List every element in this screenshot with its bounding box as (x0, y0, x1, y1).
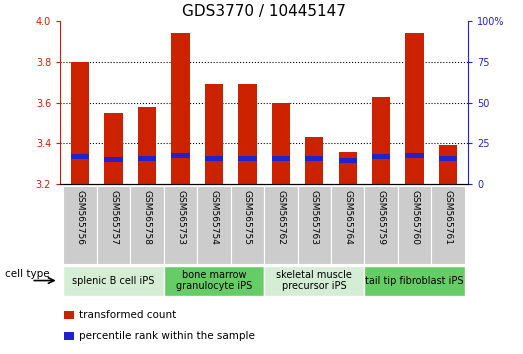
Bar (172, 34, 190, 184)
Bar (431, 186, 465, 264)
Bar (398, 186, 431, 264)
Bar (405, 153, 424, 158)
Bar (331, 186, 365, 264)
Bar (338, 158, 357, 163)
Bar (130, 186, 164, 264)
Text: splenic B cell iPS: splenic B cell iPS (73, 275, 155, 286)
Text: GSM565761: GSM565761 (444, 190, 452, 245)
Bar (271, 156, 290, 161)
Bar (138, 156, 156, 161)
Text: GSM565762: GSM565762 (276, 190, 286, 245)
Bar (271, 103, 290, 184)
Bar (365, 266, 465, 296)
Text: GSM565758: GSM565758 (143, 190, 152, 245)
Bar (64, 332, 74, 340)
Bar (264, 186, 298, 264)
Bar (439, 156, 457, 161)
Text: GSM565754: GSM565754 (209, 190, 219, 245)
Text: GSM565764: GSM565764 (343, 190, 352, 245)
Bar (205, 84, 223, 184)
Text: transformed count: transformed count (78, 310, 176, 320)
Bar (138, 107, 156, 184)
Bar (71, 62, 89, 184)
Text: GSM565755: GSM565755 (243, 190, 252, 245)
Text: tail tip fibroblast iPS: tail tip fibroblast iPS (366, 275, 464, 286)
Bar (197, 186, 231, 264)
Bar (63, 266, 164, 296)
Bar (372, 97, 390, 184)
Bar (97, 186, 130, 264)
Bar (231, 186, 264, 264)
Bar (238, 84, 257, 184)
Text: cell type: cell type (5, 269, 50, 279)
Bar (71, 154, 89, 159)
Text: GSM565763: GSM565763 (310, 190, 319, 245)
Bar (298, 186, 331, 264)
Bar (105, 157, 123, 162)
Bar (405, 34, 424, 184)
Bar (164, 186, 197, 264)
Text: GSM565759: GSM565759 (377, 190, 385, 245)
Text: percentile rank within the sample: percentile rank within the sample (78, 331, 254, 341)
Text: bone marrow
granulocyte iPS: bone marrow granulocyte iPS (176, 270, 252, 291)
Bar (264, 266, 365, 296)
Bar (338, 152, 357, 184)
Bar (172, 153, 190, 158)
Bar (439, 145, 457, 184)
Bar (365, 186, 398, 264)
Bar (238, 156, 257, 161)
Bar (305, 156, 323, 161)
Text: skeletal muscle
precursor iPS: skeletal muscle precursor iPS (276, 270, 352, 291)
Bar (64, 311, 74, 319)
Text: GSM565757: GSM565757 (109, 190, 118, 245)
Bar (205, 156, 223, 161)
Text: GSM565760: GSM565760 (410, 190, 419, 245)
Title: GDS3770 / 10445147: GDS3770 / 10445147 (182, 4, 346, 19)
Bar (305, 137, 323, 184)
Text: GSM565756: GSM565756 (76, 190, 85, 245)
Bar (63, 186, 97, 264)
Bar (372, 154, 390, 159)
Bar (164, 266, 264, 296)
Text: GSM565753: GSM565753 (176, 190, 185, 245)
Bar (105, 113, 123, 184)
